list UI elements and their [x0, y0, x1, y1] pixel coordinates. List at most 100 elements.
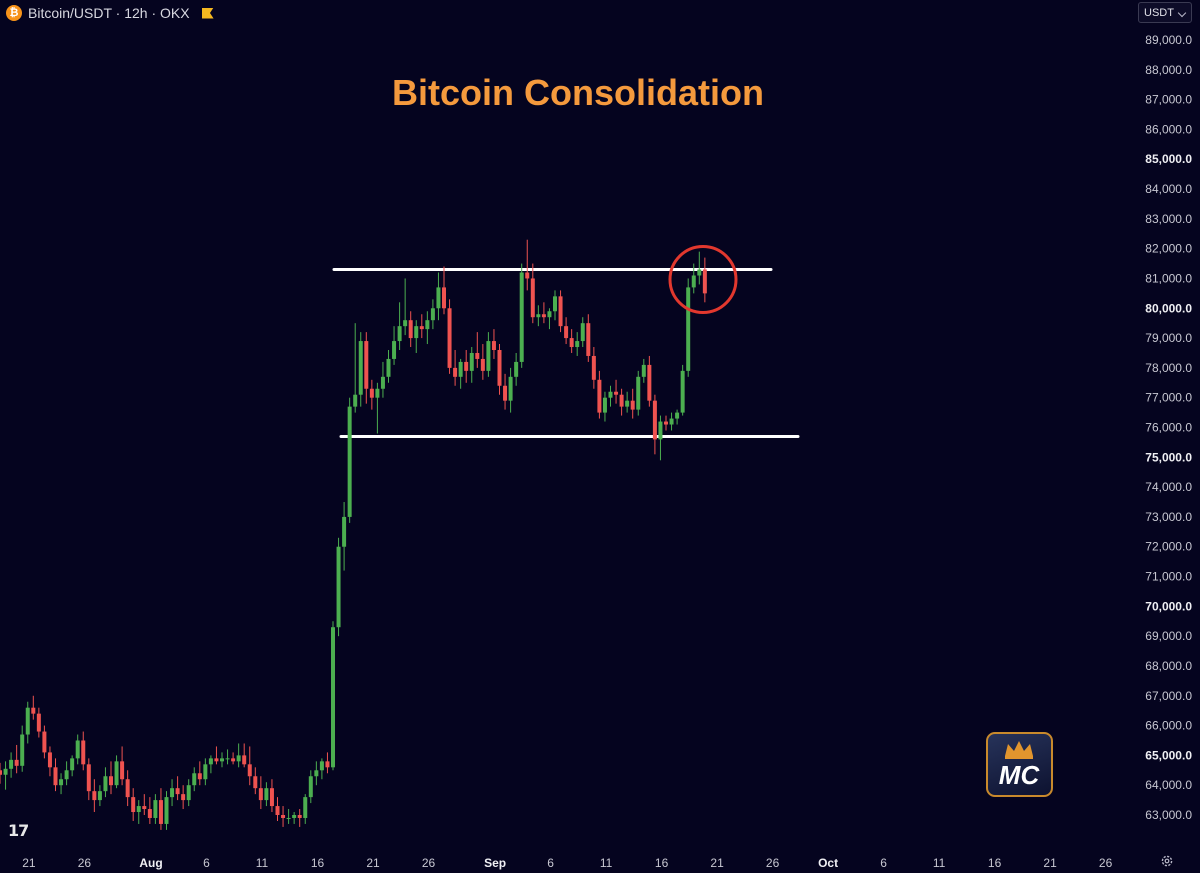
candle-bullish [380, 361, 385, 398]
candle-body [264, 788, 269, 801]
highlight-circle [668, 244, 738, 314]
candle-body [553, 296, 557, 312]
candle-bullish [59, 773, 64, 795]
candle-bearish [525, 239, 530, 291]
currency-value: USDT [1144, 6, 1174, 19]
brand-text: MC [999, 760, 1041, 790]
candle-body [9, 759, 14, 769]
candle-bullish [680, 364, 685, 416]
candle-bullish [25, 701, 30, 744]
candle-body [686, 287, 691, 371]
candle-bearish [614, 379, 619, 404]
y-tick-label: 83,000.0 [1145, 212, 1192, 226]
candle-body [691, 275, 696, 288]
candle-bullish [430, 299, 435, 330]
currency-select[interactable]: USDT [1138, 2, 1192, 23]
tradingview-logo-icon[interactable]: 17 [8, 821, 29, 840]
candle-body [580, 323, 585, 342]
candle-body [480, 358, 485, 371]
candle-bullish [697, 251, 702, 285]
candle-body [331, 627, 335, 768]
x-tick-label: 26 [1099, 856, 1113, 870]
candle-bullish [547, 308, 552, 330]
candle-body [286, 817, 291, 819]
candle-bearish [0, 762, 2, 784]
candle-bullish [686, 278, 691, 377]
crown-icon: MC [999, 741, 1041, 790]
candle-body [641, 364, 646, 377]
candle-bearish [36, 707, 41, 738]
candle-bullish [236, 743, 241, 768]
candle-body [342, 516, 347, 547]
candle-body [314, 770, 319, 777]
y-tick-label: 68,000.0 [1145, 659, 1192, 673]
candle-bearish [31, 695, 36, 720]
candle-bullish [508, 367, 513, 413]
candle-bullish [602, 391, 607, 422]
candle-body [31, 707, 36, 714]
candle-body [170, 788, 175, 798]
candle-body [436, 287, 441, 309]
x-tick-label: 16 [655, 856, 669, 870]
candle-body [186, 785, 191, 801]
x-tick-label: 21 [366, 856, 380, 870]
candle-bearish [86, 758, 91, 801]
candle-body [103, 776, 108, 792]
candle-bullish [331, 621, 335, 771]
candle-body [247, 764, 252, 777]
candle-body [75, 740, 80, 759]
candle-bearish [42, 725, 47, 759]
y-tick-label: 79,000.0 [1145, 331, 1192, 345]
y-tick-label: 81,000.0 [1145, 271, 1192, 285]
candle-body [364, 341, 369, 389]
candle-body [236, 755, 241, 762]
price-axis[interactable]: 89,000.0 88,000.0 87,000.0 86,000.0 85,000.0… [1145, 33, 1192, 822]
candle-bullish [308, 770, 313, 804]
flag-icon[interactable] [201, 7, 214, 19]
candle-body [591, 355, 596, 380]
candle-body [64, 770, 69, 780]
bitcoin-icon: ₿ [6, 5, 22, 21]
x-tick-label: 11 [600, 856, 613, 870]
candle-body [225, 758, 230, 760]
candle-body [419, 326, 424, 330]
candle-bearish [586, 314, 591, 362]
x-tick-label: 21 [22, 856, 36, 870]
candle-bearish [47, 746, 52, 777]
candle-bullish [170, 779, 175, 807]
candle-body [36, 713, 41, 732]
candle-bearish [619, 388, 624, 416]
candle-body [292, 815, 297, 818]
candle-body [608, 391, 613, 398]
gear-icon[interactable] [1160, 854, 1174, 868]
candle-bearish [253, 767, 258, 795]
candle-bullish [203, 758, 208, 786]
x-tick-label: Oct [818, 856, 838, 870]
candle-body [153, 800, 158, 818]
candle-bearish [125, 770, 130, 807]
candle-bullish [186, 779, 191, 807]
candle-body [14, 759, 19, 766]
candle-bearish [131, 788, 136, 821]
candle-bearish [480, 344, 485, 380]
candle-body [625, 400, 630, 407]
chevron-down-icon [1177, 8, 1187, 18]
candle-body [47, 752, 52, 768]
candle-body [647, 364, 652, 401]
x-tick-label: 21 [710, 856, 724, 870]
candle-body [675, 412, 680, 419]
candle-body [519, 272, 524, 362]
candle-body [464, 361, 469, 371]
time-axis[interactable]: 21 26 Aug 6 11 16 21 26 Sep 6 11 16 21 26 Oct 6 11 16 21 26 [22, 856, 1112, 870]
candle-body [425, 320, 430, 330]
candlestick-series [0, 239, 707, 830]
chart-annotations [668, 244, 738, 314]
candle-bullish [519, 263, 524, 368]
candle-body [469, 352, 474, 371]
candle-bullish [75, 734, 80, 765]
candle-body [602, 397, 607, 413]
candle-bearish [147, 797, 152, 824]
y-tick-label: 72,000.0 [1145, 540, 1192, 554]
symbol-header[interactable]: ₿ Bitcoin/USDT · 12h · OKX [6, 4, 214, 22]
